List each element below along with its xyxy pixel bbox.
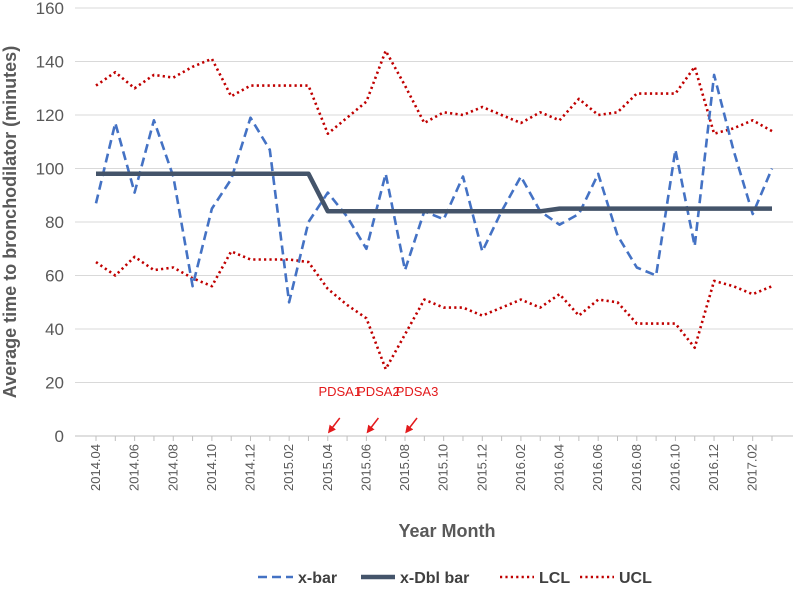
y-tick-label: 0 [55, 427, 64, 446]
y-tick-label: 140 [36, 53, 64, 72]
x-tick-label: 2015.02 [281, 444, 296, 491]
legend-label: LCL [539, 570, 570, 587]
x-tick-label: 2016.08 [629, 444, 644, 491]
y-tick-label: 120 [36, 106, 64, 125]
y-axis-title: Average time to bronchodilator (minutes) [0, 46, 20, 398]
x-tick-label: 2014.12 [243, 444, 258, 491]
legend-label: x-Dbl bar [400, 570, 469, 587]
x-tick-label: 2014.04 [88, 444, 103, 491]
series-line-ucl [95, 49, 773, 135]
y-tick-label: 60 [45, 267, 64, 286]
series-lines [94, 49, 774, 371]
x-tick-label: 2016.04 [552, 444, 567, 491]
annotation-arrow [405, 417, 418, 434]
legend: x-bar x-Dbl bar LCL UCL [258, 570, 652, 587]
legend-label: UCL [619, 570, 652, 587]
x-axis-title: Year Month [398, 521, 495, 541]
x-tick-label: 2015.08 [397, 444, 412, 491]
x-tick-label: 2014.08 [165, 444, 180, 491]
legend-label: x-bar [298, 570, 337, 587]
x-tick-label: 2015.06 [358, 444, 373, 491]
annotation-arrow [327, 417, 341, 434]
x-tick-label: 2014.10 [204, 444, 219, 491]
series-line-x-dbl-bar [96, 171, 772, 214]
x-tick-label: 2017.02 [745, 444, 760, 491]
annotation-label: PDSA2 [357, 384, 400, 399]
annotation-label: PDSA1 [318, 384, 361, 399]
x-tick-label: 2014.06 [127, 444, 142, 491]
x-tick-label: 2016.10 [667, 444, 682, 491]
y-tick-label: 40 [45, 320, 64, 339]
y-tick-label: 20 [45, 374, 64, 393]
x-tick-label: 2016.02 [513, 444, 528, 491]
x-tick-label: 2015.04 [320, 444, 335, 491]
y-tick-label: 160 [36, 0, 64, 18]
annotation-label: PDSA3 [396, 384, 439, 399]
y-tick-label: 80 [45, 213, 64, 232]
x-tick-label: 2016.12 [706, 444, 721, 491]
axes: 0 20 40 60 80 100 120 140 160 2014.04 2014.06 2014.… [36, 0, 793, 491]
x-tick-label: 2016.06 [590, 444, 605, 491]
series-line-x-bar [94, 73, 774, 304]
annotation-arrow [366, 417, 379, 434]
series-line-lcl [95, 250, 773, 371]
y-tick-label: 100 [36, 160, 64, 179]
x-tick-label: 2015.12 [474, 444, 489, 491]
x-tick-label: 2015.10 [436, 444, 451, 491]
